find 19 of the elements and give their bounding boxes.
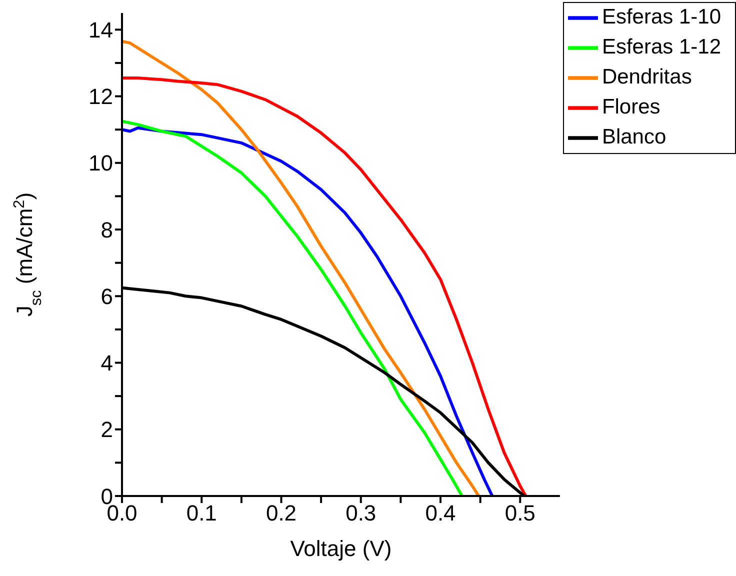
legend-label: Dendritas	[602, 66, 692, 89]
x-tick-label: 0.3	[346, 500, 376, 526]
legend-label: Flores	[602, 96, 660, 119]
y-tick-label: 8	[100, 217, 113, 242]
y-tick-label: 10	[88, 150, 113, 176]
x-tick-label: 0.5	[504, 500, 536, 526]
x-tick-label: 0.4	[425, 500, 456, 526]
y-tick-label: 2	[100, 417, 113, 442]
y-tick-label: 14	[88, 17, 113, 42]
legend-label: Blanco	[602, 126, 666, 149]
y-tick-label: 4	[100, 350, 113, 376]
x-tick-label: 0.1	[186, 500, 217, 526]
y-tick-label: 6	[100, 284, 113, 309]
legend-label: Esferas 1-12	[602, 36, 721, 59]
line-series	[122, 40, 480, 496]
x-axis-title: Voltaje (V)	[290, 536, 392, 561]
y-tick-label: 12	[88, 84, 113, 110]
x-tick-label: 0.2	[266, 500, 297, 526]
legend-label: Esferas 1-10	[602, 6, 721, 29]
